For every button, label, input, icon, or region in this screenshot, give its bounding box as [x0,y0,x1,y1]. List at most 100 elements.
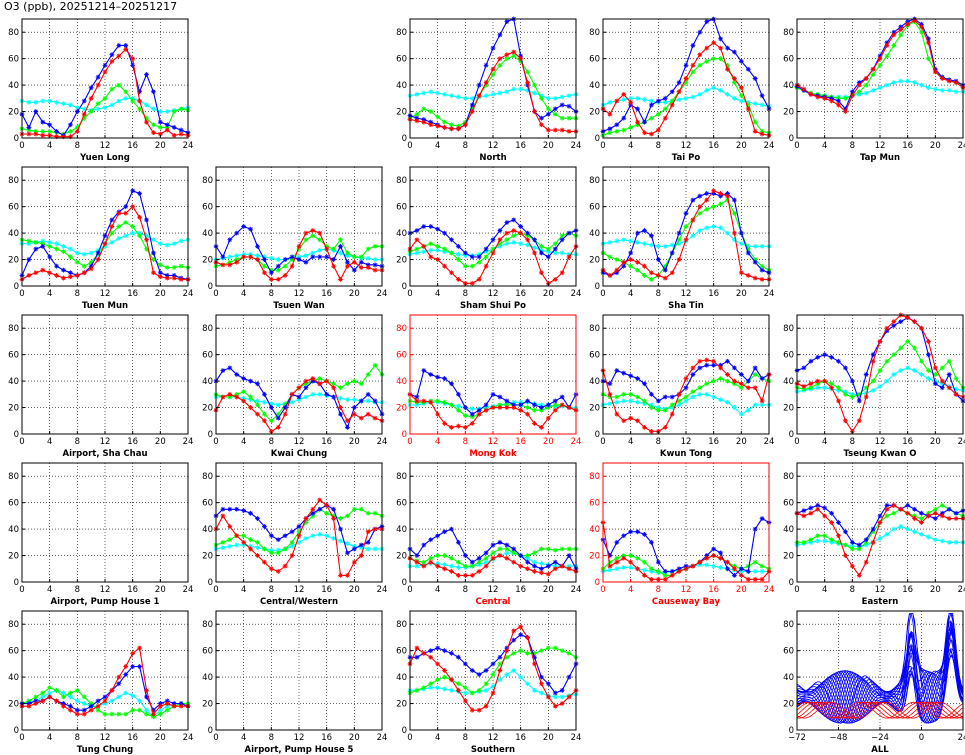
y-tick-label: 0 [208,578,213,588]
data-point [856,91,862,97]
chart-title: Tseung Kwan O [843,449,916,459]
data-point [732,237,737,243]
y-tick-label: 20 [8,552,19,562]
data-point [220,513,226,519]
data-point [255,402,260,408]
x-tick-label: 16 [127,141,138,151]
data-point [435,398,441,404]
x-tick-label: 20 [930,585,941,595]
data-point [711,394,717,400]
data-point [863,76,869,81]
data-point [144,246,149,252]
data-point [759,128,765,134]
data-point [718,45,723,51]
data-point [95,250,101,256]
data-point [725,559,730,565]
data-point [759,267,765,273]
data-point [898,506,904,512]
data-point [421,249,427,255]
data-point [102,241,108,247]
x-tick-label: 24 [377,733,388,743]
data-point [891,323,897,328]
chart-panel-tap-mun: 04812162024020406080Tap Mun [783,16,965,163]
y-tick-label: 20 [396,700,407,710]
data-point [144,119,149,125]
y-tick-label: 80 [8,28,19,38]
data-point [829,520,834,525]
data-point [74,687,80,693]
data-point [704,362,710,368]
data-point [607,126,613,132]
y-tick-label: 80 [8,620,19,630]
y-tick-label: 60 [202,351,213,361]
data-point [255,381,260,387]
x-tick-label: 16 [708,289,719,299]
data-point [68,128,73,134]
x-tick-label: 12 [294,437,305,447]
x-tick-label: 16 [321,289,332,299]
data-point [268,547,274,553]
data-point [241,533,247,539]
data-point [241,224,247,229]
data-point [676,237,682,243]
x-tick-label: 0 [600,585,605,595]
data-point [351,397,357,403]
data-point [697,52,703,58]
x-tick-label: 16 [127,585,138,595]
data-point [745,99,751,105]
data-point [635,106,640,112]
data-point [829,95,834,101]
data-point [539,243,544,249]
data-point [518,632,524,638]
data-point [151,89,156,95]
data-point [324,254,330,260]
data-point [711,362,717,368]
data-point [697,210,703,216]
data-point [462,572,468,578]
x-tick-label: 16 [902,585,913,595]
data-point [310,250,316,256]
data-point [268,270,274,276]
data-point [303,253,309,258]
data-point [525,233,530,239]
data-point [649,566,654,572]
data-point [54,273,59,278]
x-tick-label: 4 [628,585,633,595]
data-point [655,559,661,565]
data-point [815,385,821,391]
data-point [476,555,482,561]
data-point [738,381,744,387]
data-point [849,543,855,549]
data-point [946,539,952,545]
data-point [690,69,696,75]
data-point [676,566,682,572]
data-point [552,95,558,101]
y-tick-label: 80 [783,324,794,334]
data-point [877,384,883,389]
data-point [483,555,489,561]
data-point [74,711,80,717]
data-point [123,95,129,101]
data-point [428,399,434,405]
data-point [456,276,461,282]
data-point [497,237,503,243]
data-point [870,66,876,72]
x-tick-label: 4 [435,141,440,151]
data-point [504,645,510,651]
data-point [497,394,503,400]
data-point [545,681,551,687]
data-point [642,567,647,573]
data-point [435,114,441,120]
data-point [40,694,46,700]
data-point [870,526,876,532]
data-point [178,276,184,282]
data-point [732,566,737,572]
data-point [164,707,170,713]
data-point [697,391,703,397]
data-point [435,685,441,691]
data-point [40,241,46,247]
data-point [109,58,115,64]
data-point [932,66,938,72]
